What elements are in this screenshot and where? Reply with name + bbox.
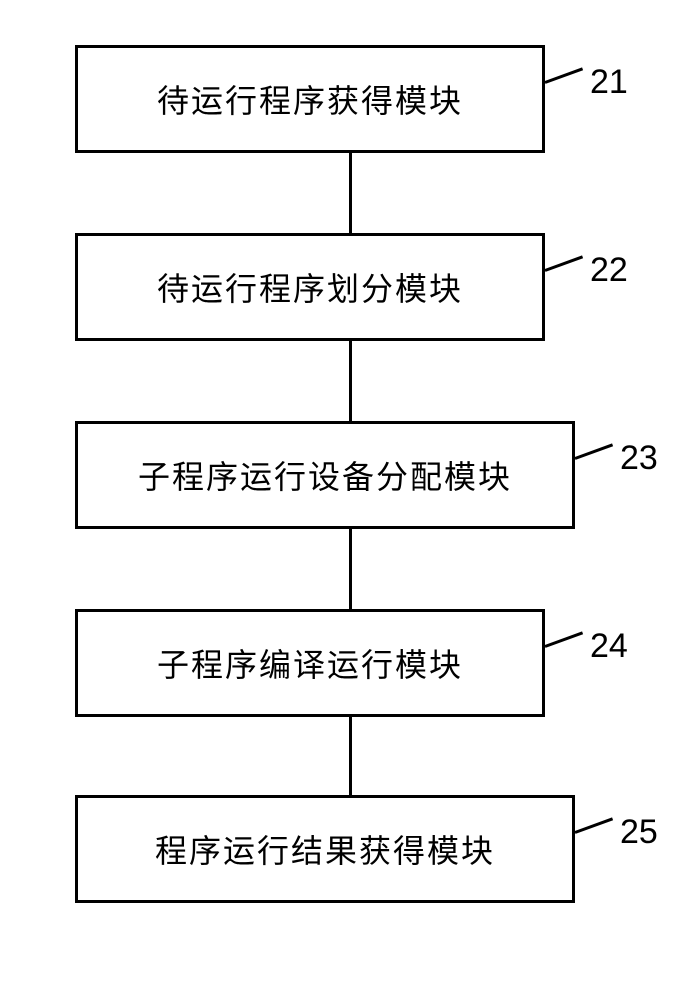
flowchart-node: 待运行程序划分模块 xyxy=(75,233,545,341)
node-text: 子程序运行设备分配模块 xyxy=(138,452,512,498)
label-connector-line xyxy=(544,631,583,647)
flowchart-connector xyxy=(349,341,352,421)
flowchart-node: 子程序编译运行模块 xyxy=(75,609,545,717)
node-label: 23 xyxy=(620,439,658,478)
label-connector-line xyxy=(574,817,613,833)
node-label-group: 21 xyxy=(545,63,628,102)
node-label-group: 22 xyxy=(545,251,628,290)
node-label: 24 xyxy=(590,627,628,666)
node-text: 程序运行结果获得模块 xyxy=(155,826,495,872)
node-label: 25 xyxy=(620,813,658,852)
node-label-group: 25 xyxy=(575,813,658,852)
node-text: 待运行程序划分模块 xyxy=(157,264,463,310)
flowchart-node: 程序运行结果获得模块 xyxy=(75,795,575,903)
node-label: 22 xyxy=(590,251,628,290)
label-connector-line xyxy=(544,255,583,271)
flowchart-node: 子程序运行设备分配模块 xyxy=(75,421,575,529)
flowchart-connector xyxy=(349,717,352,795)
flowchart-connector xyxy=(349,529,352,609)
flowchart-node: 待运行程序获得模块 xyxy=(75,45,545,153)
label-connector-line xyxy=(574,443,613,459)
node-label: 21 xyxy=(590,63,628,102)
node-text: 子程序编译运行模块 xyxy=(157,640,463,686)
node-label-group: 24 xyxy=(545,627,628,666)
flowchart-container: 待运行程序获得模块 21 待运行程序划分模块 22 子程序运行设备分配模块 23… xyxy=(75,45,625,903)
node-text: 待运行程序获得模块 xyxy=(157,76,463,122)
label-connector-line xyxy=(544,67,583,83)
flowchart-connector xyxy=(349,153,352,233)
node-label-group: 23 xyxy=(575,439,658,478)
